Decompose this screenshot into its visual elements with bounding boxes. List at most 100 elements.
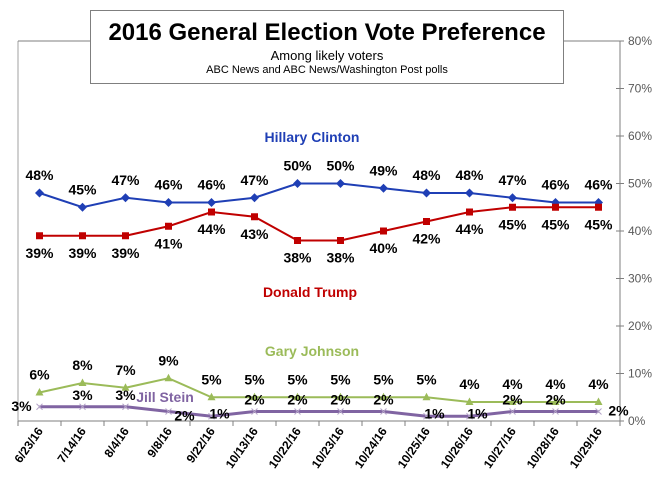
- x-marker-stroke: [509, 408, 516, 415]
- x-tick-label: 9/8/16: [144, 424, 175, 460]
- chart-title: 2016 General Election Vote Preference: [108, 19, 546, 46]
- data-point-square: [595, 203, 602, 211]
- data-point-x: [466, 412, 473, 420]
- data-point-diamond: [465, 188, 474, 198]
- data-point-x: [251, 408, 258, 415]
- legend-label-hillary-clinton: Hillary Clinton: [265, 129, 360, 145]
- data-point-diamond: [35, 188, 44, 198]
- x-marker-stroke: [380, 408, 387, 415]
- x-tick-label: 8/4/16: [101, 424, 132, 460]
- data-label: 5%: [287, 371, 308, 387]
- data-label: 50%: [326, 158, 355, 174]
- x-tick-label: 6/23/16: [12, 424, 47, 465]
- y-tick-label: 10%: [628, 367, 652, 381]
- data-point-x: [165, 408, 172, 415]
- data-label: 46%: [541, 177, 570, 193]
- x-marker-stroke: [552, 408, 559, 415]
- data-label: 47%: [498, 172, 527, 188]
- data-label: 8%: [72, 357, 93, 373]
- data-label: 1%: [467, 405, 488, 421]
- data-label: 40%: [369, 240, 398, 256]
- data-label: 4%: [502, 376, 523, 392]
- y-tick-label: 20%: [628, 319, 652, 333]
- data-label: 3%: [11, 398, 32, 414]
- data-point-diamond: [336, 179, 345, 188]
- legend-label-jill-stein: Jill Stein: [136, 389, 194, 405]
- x-tick-label: 10/13/16: [223, 424, 261, 471]
- y-tick-label: 80%: [628, 34, 652, 48]
- data-label: 38%: [283, 250, 312, 266]
- data-label: 46%: [584, 177, 613, 193]
- data-label: 45%: [498, 216, 527, 232]
- data-label: 39%: [68, 245, 97, 261]
- legend-label-donald-trump: Donald Trump: [263, 284, 357, 300]
- data-label: 4%: [588, 376, 609, 392]
- data-point-diamond: [164, 198, 173, 207]
- data-label: 45%: [541, 216, 570, 232]
- x-marker-stroke: [466, 412, 473, 420]
- x-marker-stroke: [337, 408, 344, 415]
- data-label: 6%: [29, 367, 50, 383]
- data-point-square: [208, 208, 215, 216]
- data-point-triangle: [35, 388, 44, 396]
- data-label: 1%: [424, 405, 445, 421]
- data-label: 48%: [25, 167, 54, 183]
- data-point-triangle: [551, 397, 560, 405]
- chart-subtitle: Among likely voters: [270, 48, 384, 63]
- data-point-square: [552, 203, 559, 211]
- data-point-triangle: [250, 392, 259, 401]
- data-label: 39%: [111, 245, 140, 261]
- x-marker-stroke: [122, 403, 129, 411]
- data-label: 2%: [608, 403, 629, 419]
- data-label: 2%: [502, 392, 523, 408]
- x-marker-stroke: [595, 408, 602, 415]
- data-point-square: [337, 237, 344, 244]
- data-point-square: [36, 232, 43, 240]
- x-tick-label: 7/14/16: [55, 424, 90, 465]
- x-tick-label: 10/28/16: [524, 424, 562, 471]
- y-tick-label: 40%: [628, 224, 652, 238]
- data-point-x: [208, 412, 215, 420]
- data-label: 49%: [369, 162, 398, 178]
- data-label: 3%: [115, 387, 136, 403]
- x-marker-stroke: [251, 408, 258, 415]
- data-point-diamond: [293, 179, 302, 188]
- x-tick-label: 10/23/16: [309, 424, 347, 471]
- data-point-square: [165, 222, 172, 230]
- data-point-x: [552, 408, 559, 415]
- x-tick-label: 10/24/16: [352, 424, 390, 471]
- data-point-diamond: [207, 198, 216, 207]
- data-label: 2%: [545, 392, 566, 408]
- data-label: 50%: [283, 158, 312, 174]
- data-label: 39%: [25, 245, 54, 261]
- data-point-diamond: [379, 183, 388, 193]
- x-tick-label: 10/29/16: [567, 424, 605, 471]
- x-tick-label: 10/25/16: [395, 424, 433, 471]
- x-marker-stroke: [36, 403, 43, 411]
- chart-title-box: 2016 General Election Vote Preference Am…: [90, 10, 564, 84]
- data-label: 3%: [72, 387, 93, 403]
- data-point-x: [380, 408, 387, 415]
- data-point-x: [122, 403, 129, 411]
- data-point-diamond: [422, 188, 431, 198]
- data-point-x: [79, 403, 86, 411]
- data-label: 5%: [201, 371, 222, 387]
- data-point-square: [509, 203, 516, 211]
- data-point-triangle: [164, 373, 173, 382]
- data-point-square: [251, 213, 258, 221]
- data-label: 1%: [209, 405, 230, 421]
- data-label: 2%: [174, 408, 195, 424]
- data-label: 47%: [111, 172, 140, 188]
- data-label: 5%: [373, 371, 394, 387]
- data-point-triangle: [293, 392, 302, 401]
- data-label: 7%: [115, 362, 136, 378]
- data-label: 2%: [330, 392, 351, 408]
- series-line-gary-johnson: [39, 377, 599, 403]
- x-marker-stroke: [208, 412, 215, 420]
- data-label: 38%: [326, 250, 355, 266]
- data-point-diamond: [250, 193, 259, 203]
- data-point-triangle: [422, 392, 431, 401]
- data-label: 45%: [584, 216, 613, 232]
- data-label: 46%: [197, 177, 226, 193]
